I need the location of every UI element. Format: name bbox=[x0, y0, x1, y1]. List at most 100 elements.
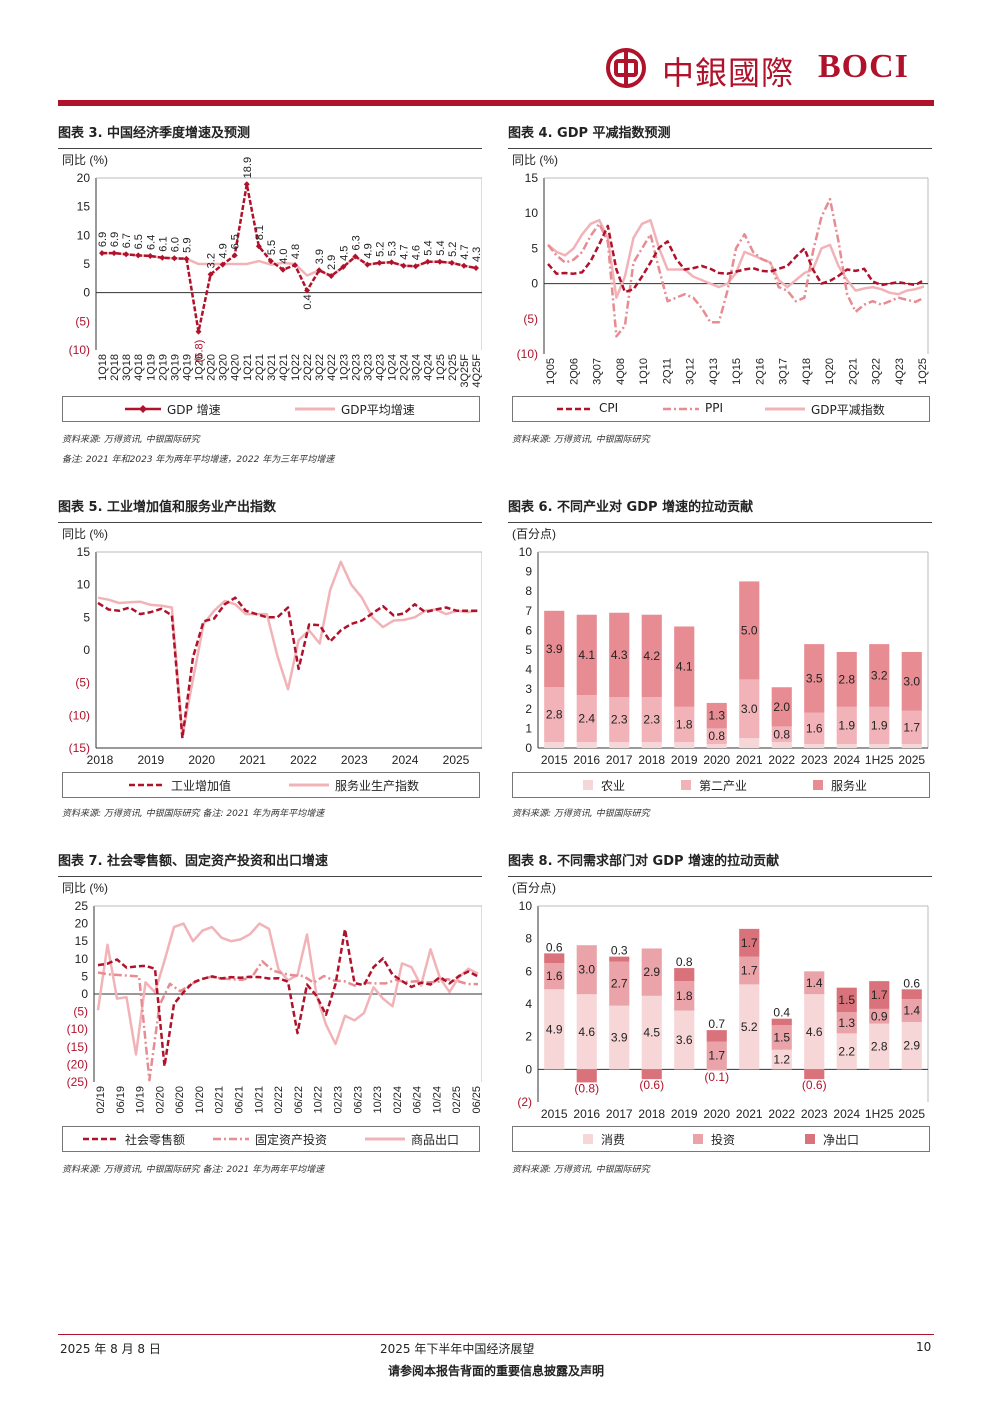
bar-segment bbox=[869, 1023, 890, 1070]
bar-segment bbox=[674, 981, 695, 1011]
chart-legend: CPI PPI GDP平减指数 bbox=[512, 396, 930, 422]
x-tick-label: 3Q22 bbox=[871, 358, 883, 385]
data-label: 4.6 bbox=[806, 1025, 823, 1039]
data-label: 3.9 bbox=[611, 1030, 628, 1044]
data-label: 2.3 bbox=[643, 713, 660, 727]
x-tick-label: 3Q21 bbox=[266, 354, 278, 381]
legend-label: 服务业生产指数 bbox=[335, 779, 420, 793]
legend-swatch-icon bbox=[765, 407, 805, 411]
data-point-marker bbox=[316, 267, 323, 274]
x-tick-label: 02/22 bbox=[273, 1086, 285, 1114]
bar-segment bbox=[544, 963, 565, 990]
data-point-marker bbox=[328, 273, 335, 280]
bar-segment bbox=[544, 687, 565, 743]
data-label: 1.5 bbox=[773, 1030, 790, 1044]
bar-segment bbox=[706, 702, 727, 729]
data-point-marker bbox=[231, 252, 238, 259]
axis-unit-label: 同比 (%) bbox=[62, 153, 108, 167]
data-label: 4.9 bbox=[218, 243, 230, 258]
x-tick-label: 02/24 bbox=[392, 1086, 404, 1114]
bar-segment bbox=[609, 1005, 630, 1070]
x-tick-label: 3Q18 bbox=[121, 354, 133, 381]
data-label: 1.8 bbox=[676, 989, 693, 1003]
footer-rule bbox=[58, 1334, 934, 1335]
bar-segment bbox=[804, 712, 825, 745]
chart-source: 资料来源: 万得资讯, 中银国际研究 bbox=[512, 809, 650, 819]
data-label: 2.9 bbox=[903, 1039, 920, 1053]
x-tick-label: 2020 bbox=[703, 1107, 730, 1121]
legend-label: 投资 bbox=[711, 1133, 736, 1147]
bar-segment bbox=[706, 1030, 727, 1042]
y-tick-label: 0 bbox=[525, 1062, 532, 1076]
data-label: 4.5 bbox=[338, 246, 350, 261]
x-tick-label: 2018 bbox=[638, 1107, 665, 1121]
data-label: 0.4 bbox=[302, 294, 314, 309]
x-tick-label: 3Q25F bbox=[459, 354, 471, 388]
y-tick-label: 10 bbox=[77, 228, 91, 242]
legend-swatch-icon bbox=[557, 407, 593, 411]
logo-en-text: BOCI bbox=[818, 48, 909, 85]
x-tick-label: 2Q24 bbox=[399, 354, 411, 381]
series-line-cpi bbox=[547, 224, 925, 294]
y-tick-label: (5) bbox=[73, 1005, 88, 1019]
y-tick-label: (10) bbox=[69, 343, 90, 357]
x-tick-label: 10/21 bbox=[253, 1086, 265, 1114]
data-label: (0.8) bbox=[574, 1081, 599, 1095]
data-label: 3.2 bbox=[871, 668, 888, 682]
legend-label: 工业增加值 bbox=[171, 779, 232, 793]
chart-title: 图表 7. 社会零售额、固定资产投资和出口增速 bbox=[58, 852, 482, 877]
chart-source: 资料来源: 万得资讯, 中银国际研究 备注: 2021 年为两年平均增速 bbox=[62, 809, 325, 819]
x-tick-label: 10/24 bbox=[431, 1086, 443, 1114]
bar-segment bbox=[674, 706, 695, 743]
bar-segment bbox=[576, 1069, 597, 1083]
footer-disclaimer: 请参阅本报告背面的重要信息披露及声明 bbox=[387, 1364, 604, 1378]
data-point-marker bbox=[400, 262, 407, 269]
y-tick-label: 20 bbox=[75, 917, 89, 931]
data-label: 4.1 bbox=[578, 648, 595, 662]
bar-segment bbox=[674, 968, 695, 982]
x-tick-label: 2Q20 bbox=[206, 354, 218, 381]
y-tick-label: 10 bbox=[525, 206, 539, 220]
bar-segment bbox=[576, 994, 597, 1070]
legend-label: 商品出口 bbox=[411, 1133, 460, 1147]
chart-panel-retail-fai-export: 图表 7. 社会零售额、固定资产投资和出口增速 同比 (%) 25 20 15 10 5 0… bbox=[58, 852, 482, 1182]
series-line-retail bbox=[97, 927, 479, 1068]
legend-swatch-icon bbox=[805, 1134, 815, 1144]
chart-source: 资料来源: 万得资讯, 中银国际研究 bbox=[512, 435, 650, 445]
x-tick-label: 4Q21 bbox=[278, 354, 290, 381]
chart-note: 备注: 2021 年和2023 年为两年平均增速，2022 年为三年平均增速 bbox=[62, 455, 335, 465]
bar-segment bbox=[739, 928, 760, 957]
x-tick-label: 2Q11 bbox=[661, 358, 673, 384]
y-tick-label: 8 bbox=[525, 932, 532, 946]
y-tick-label: (5) bbox=[75, 676, 90, 690]
x-tick-label: 10/22 bbox=[313, 1086, 325, 1114]
legend-label: PPI bbox=[705, 401, 724, 415]
legend-swatch-icon bbox=[83, 1137, 119, 1141]
x-tick-label: 10/19 bbox=[135, 1086, 147, 1114]
data-point-marker bbox=[123, 251, 130, 258]
x-tick-label: 1Q10 bbox=[638, 358, 650, 385]
x-tick-label: 2Q25 bbox=[447, 354, 459, 381]
axis-unit-label: 同比 (%) bbox=[62, 527, 108, 541]
chart-legend: 农业 第二产业 服务业 bbox=[512, 772, 930, 798]
x-tick-label: 10/23 bbox=[372, 1086, 384, 1114]
data-label: 0.8 bbox=[773, 727, 790, 741]
axis-unit-label: 同比 (%) bbox=[512, 153, 558, 167]
axis-unit-label: (百分点) bbox=[512, 881, 556, 895]
bar-segment bbox=[739, 984, 760, 1070]
x-tick-label: 4Q08 bbox=[615, 358, 627, 385]
x-tick-label: 02/20 bbox=[154, 1086, 166, 1114]
y-tick-label: 5 bbox=[525, 643, 532, 657]
data-label: 6.4 bbox=[145, 235, 157, 250]
x-tick-label: 3Q07 bbox=[592, 358, 604, 385]
x-tick-label: 06/23 bbox=[352, 1086, 364, 1114]
bar-segment bbox=[739, 738, 760, 748]
logo-cn-text: 中銀國際 bbox=[662, 54, 795, 92]
legend-swatch-icon bbox=[213, 1137, 249, 1141]
data-label: 2.8 bbox=[871, 1039, 888, 1053]
x-tick-label: 1Q21 bbox=[242, 354, 254, 381]
bar-segment bbox=[901, 1021, 922, 1070]
y-tick-label: (20) bbox=[67, 1057, 88, 1071]
data-label: 1.8 bbox=[676, 717, 693, 731]
x-tick-label: 4Q25F bbox=[471, 354, 482, 388]
